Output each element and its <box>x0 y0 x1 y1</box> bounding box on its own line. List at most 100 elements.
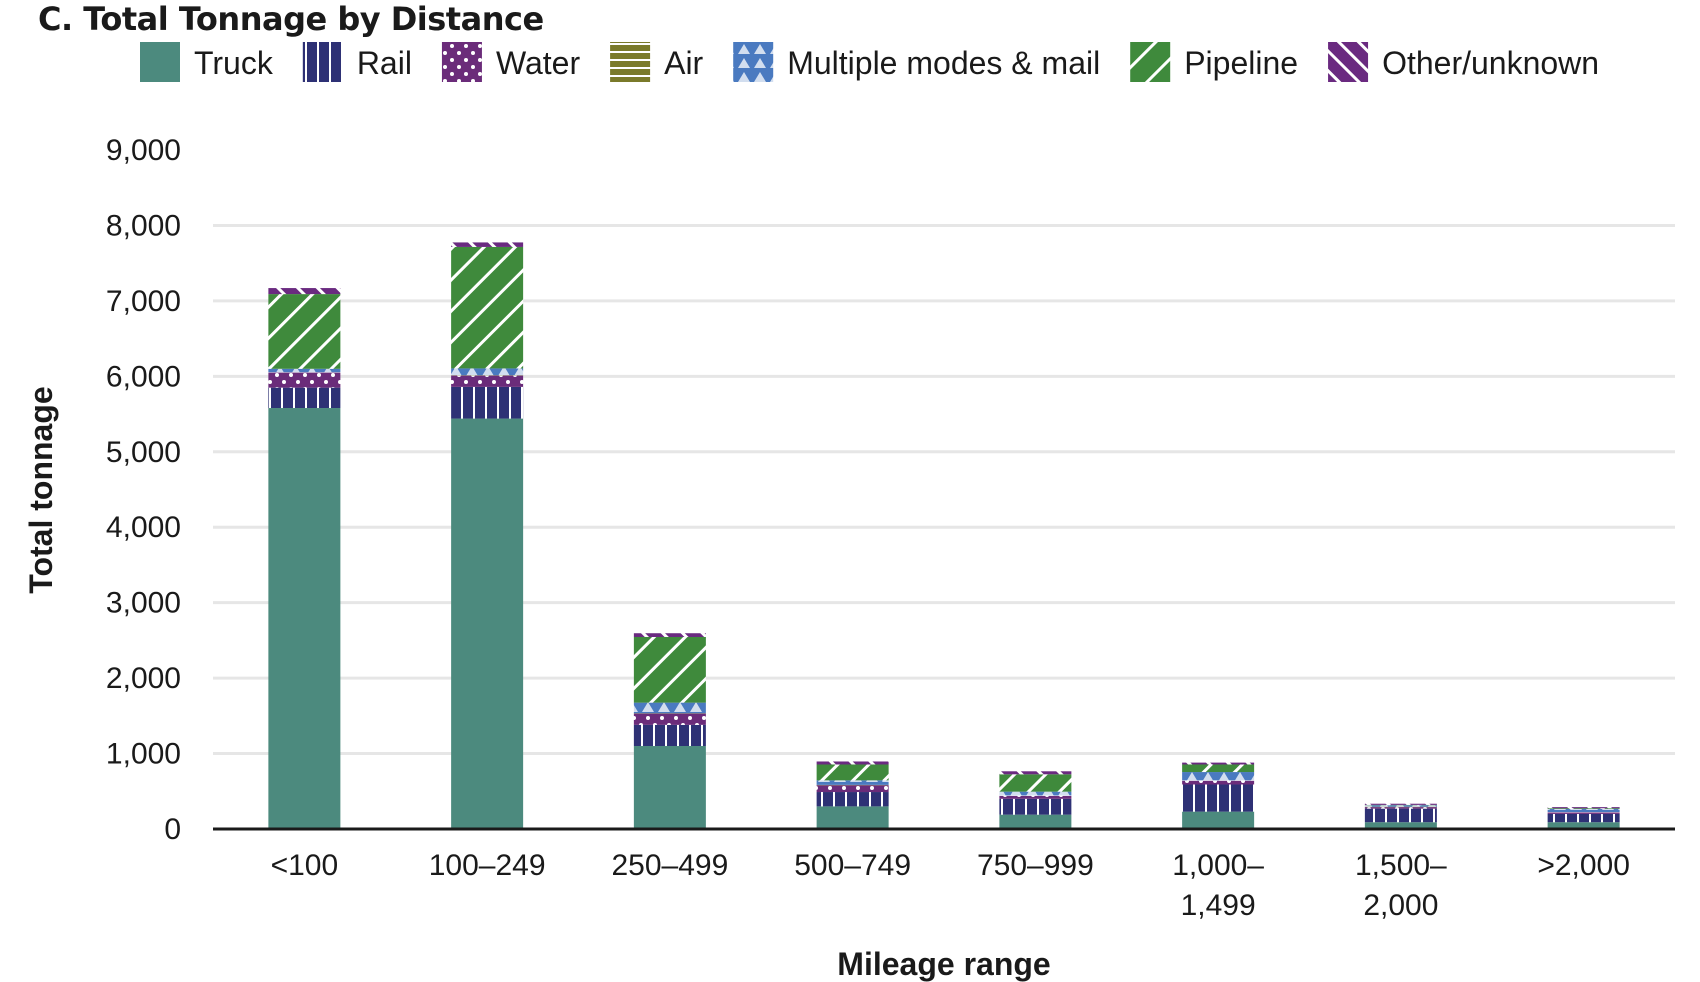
bar-segment <box>451 418 524 829</box>
legend-item: Water <box>441 42 581 82</box>
y-tick-label: 3,000 <box>106 587 181 620</box>
legend-swatch <box>1130 42 1171 82</box>
bar-segment <box>268 368 341 373</box>
bar-segment <box>633 633 706 637</box>
bar-segment <box>1182 762 1255 765</box>
bar-segment <box>999 795 1072 799</box>
bar-segment <box>633 746 706 829</box>
bar-segment <box>633 713 706 725</box>
legend-swatch <box>441 42 482 82</box>
y-tick-label: 0 <box>164 813 181 846</box>
bar-stack <box>1364 803 1437 829</box>
bar-segment <box>1364 805 1437 807</box>
legend-item: Pipeline <box>1130 42 1298 82</box>
bar-stack <box>268 288 341 829</box>
legend-label: Pipeline <box>1184 45 1298 81</box>
bar-segment <box>816 806 889 829</box>
bar-segment <box>1547 808 1620 810</box>
bar-stack <box>451 242 524 829</box>
y-tick-label: 8,000 <box>106 209 181 242</box>
x-axis-ticks: <100 100–249 250–499 500–749 750–999 1,000– 1,… <box>271 849 1630 922</box>
x-tick-label: 500–749 <box>794 849 911 882</box>
y-tick-label: 7,000 <box>106 285 181 318</box>
bar-segment <box>451 242 524 247</box>
bar-segment <box>999 771 1072 775</box>
x-axis-title: Mileage range <box>837 946 1050 982</box>
bar-segment <box>1547 813 1620 823</box>
bar-segment <box>1364 808 1437 823</box>
x-tick-label: 1,500– 2,000 <box>1355 849 1447 922</box>
bar-segment <box>1182 764 1255 773</box>
bar-segment <box>1364 807 1437 809</box>
bar-segment <box>633 724 706 747</box>
legend-item: Rail <box>302 42 412 82</box>
x-tick-label: >2,000 <box>1537 849 1630 882</box>
bar-segment <box>451 368 524 376</box>
x-tick-label: 1,000– 1,499 <box>1172 849 1264 922</box>
bar-segment <box>816 761 889 765</box>
x-tick-label: 750–999 <box>977 849 1094 882</box>
x-tick-label: <100 <box>271 849 339 882</box>
legend-item: Multiple modes & mail <box>733 42 1100 82</box>
bar-segment <box>633 636 706 703</box>
y-tick-label: 2,000 <box>106 662 181 695</box>
y-tick-label: 4,000 <box>106 511 181 544</box>
bar-segment <box>633 702 706 714</box>
y-tick-label: 9,000 <box>106 134 181 167</box>
y-tick-label: 5,000 <box>106 436 181 469</box>
x-tick-label: 100–249 <box>429 849 546 882</box>
bar-segment <box>999 798 1072 815</box>
bar-segment <box>1547 812 1620 814</box>
legend-swatch <box>1328 42 1369 82</box>
y-axis-title: Total tonnage <box>23 386 59 593</box>
bar-segment <box>999 791 1072 796</box>
legend-label: Air <box>664 45 703 81</box>
bar-segment <box>1547 822 1620 829</box>
gridlines <box>213 223 1675 756</box>
legend-swatch <box>302 42 343 82</box>
legend-item: Air <box>610 42 704 82</box>
legend-swatch <box>140 42 180 82</box>
bar-segment <box>268 408 341 829</box>
bar-segment <box>1182 780 1255 785</box>
legend-label: Truck <box>194 45 274 81</box>
bar-stack <box>633 633 706 829</box>
bar-segment <box>268 387 341 409</box>
legend-item: Other/unknown <box>1328 42 1599 82</box>
y-tick-label: 1,000 <box>106 738 181 771</box>
legend-label: Other/unknown <box>1382 45 1599 81</box>
bar-segment <box>268 372 341 388</box>
bar-stack <box>816 761 889 829</box>
bar-segment <box>451 246 524 369</box>
bar-segment <box>1547 809 1620 813</box>
bar-stack <box>999 771 1072 829</box>
bar-segment <box>268 294 341 369</box>
bar-segment <box>816 780 889 785</box>
bar-segment <box>1547 807 1620 809</box>
bar-segment <box>816 792 889 807</box>
legend-label: Water <box>496 45 581 81</box>
bar-segment <box>1182 772 1255 781</box>
legend-swatch <box>610 42 651 82</box>
x-tick-label: 250–499 <box>611 849 728 882</box>
bar-segment <box>1182 784 1255 812</box>
chart-title: C. Total Tonnage by Distance <box>38 0 544 38</box>
y-tick-label: 6,000 <box>106 360 181 393</box>
bar-segment <box>816 785 889 793</box>
legend-label: Rail <box>357 45 412 81</box>
bar-segment <box>816 764 889 781</box>
bar-segment <box>1364 822 1437 829</box>
bar-segment <box>268 288 341 295</box>
bar-segment <box>999 814 1072 829</box>
bar-segment <box>999 774 1072 792</box>
legend: Truck Rail Water Air Multiple modes & mail Pi… <box>140 42 1599 82</box>
bar-segment <box>1182 811 1255 829</box>
bar-segment <box>1364 803 1437 805</box>
bar-segment <box>451 375 524 387</box>
bars <box>268 242 1620 829</box>
legend-item: Truck <box>140 42 274 82</box>
legend-label: Multiple modes & mail <box>787 45 1100 81</box>
legend-swatch <box>733 42 774 82</box>
bar-segment <box>451 386 524 419</box>
